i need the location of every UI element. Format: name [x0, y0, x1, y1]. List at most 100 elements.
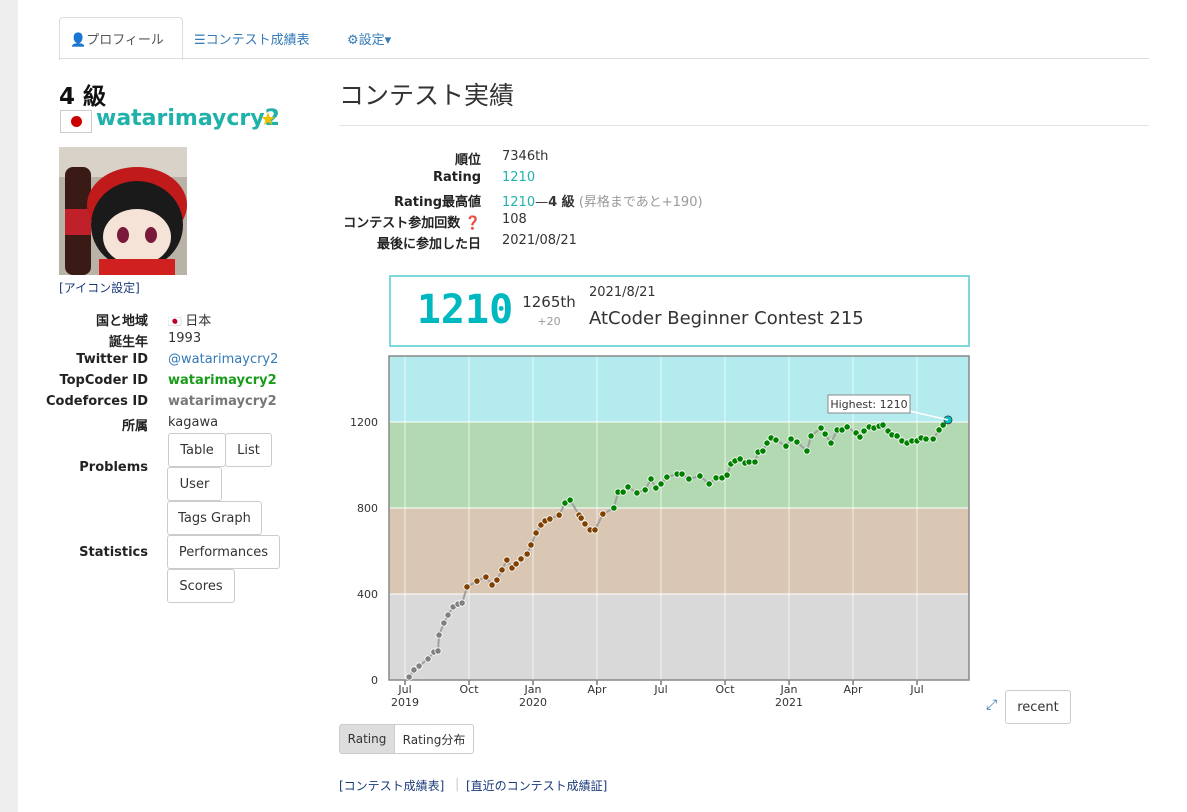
rating-point: [647, 475, 655, 483]
button[interactable]: User: [167, 467, 222, 501]
rating-point: [663, 473, 671, 481]
max-rating: 1210: [502, 195, 536, 210]
rating-point: [843, 423, 851, 431]
rating-point: [619, 488, 627, 496]
rating-point: [503, 556, 511, 564]
field-value: watarimaycry2: [168, 373, 277, 388]
rating-point: [723, 471, 731, 479]
x-tick-label: Jul: [397, 683, 411, 696]
rating-point: [685, 475, 693, 483]
rating-point: [405, 673, 413, 681]
rating-point: [435, 631, 443, 639]
button[interactable]: Table: [168, 433, 226, 467]
rating-band: [389, 594, 969, 680]
rating-point: [473, 577, 481, 585]
x-tick-year: 2019: [391, 696, 419, 709]
rating-point: [498, 566, 506, 574]
tab-label[interactable]: 設定: [358, 33, 385, 48]
stat-label: コンテスト参加回数 ❓: [343, 216, 481, 231]
rating-point: [929, 435, 937, 443]
x-tick-year: 2020: [519, 696, 547, 709]
rating-point: [736, 455, 744, 463]
rating-point: [512, 560, 520, 568]
x-tick-label: Apr: [844, 683, 864, 696]
rating-point: [493, 576, 501, 584]
rating-point: [803, 447, 811, 455]
stat-label-text: コンテスト参加回数: [343, 216, 461, 231]
button[interactable]: Tags Graph: [167, 501, 262, 535]
rating-point: [696, 472, 704, 480]
rating-point: [527, 541, 535, 549]
field-label: TopCoder ID: [59, 373, 148, 388]
rating-point: [817, 424, 825, 432]
y-tick-label: 400: [357, 588, 378, 601]
rating-point: [807, 432, 815, 440]
y-tick-label: 1200: [350, 416, 378, 429]
tab-label[interactable]: コンテスト成績表: [205, 33, 310, 48]
tab-label[interactable]: プロフィール: [86, 33, 164, 48]
card-date: 2021/8/21: [589, 285, 656, 300]
rating-point: [893, 432, 901, 440]
rating-point: [787, 435, 795, 443]
tab[interactable]: ☰コンテスト成績表: [194, 33, 310, 48]
stat-label: 最後に参加した日: [376, 237, 481, 252]
button[interactable]: Rating分布: [394, 724, 474, 754]
field-text: 1993: [168, 331, 202, 346]
field-text: kagawa: [168, 415, 219, 430]
rating-point: [922, 435, 930, 443]
rating-point: [759, 447, 767, 455]
stat-label: Rating: [432, 170, 481, 185]
rating-point: [532, 529, 540, 537]
icon-link[interactable]: [アイコン設定]: [59, 281, 140, 295]
field-text: watarimaycry2: [168, 394, 277, 409]
footer-link[interactable]: [直近のコンテスト成績証]: [466, 779, 608, 793]
stat-value: 2021/08/21: [502, 233, 577, 248]
separator: |: [455, 777, 460, 792]
x-tick-label: Jul: [653, 683, 667, 696]
tab-active[interactable]: [59, 17, 183, 60]
avatar: [59, 147, 187, 275]
rating-point: [827, 439, 835, 447]
button[interactable]: Rating: [339, 724, 395, 754]
stat-label: Rating最高値: [393, 195, 481, 210]
rating-point: [434, 647, 442, 655]
rating-point: [410, 666, 418, 674]
field-value: @watarimaycry2: [168, 352, 278, 367]
star-icon: ★: [260, 109, 277, 130]
rating-point: [555, 511, 563, 519]
tab[interactable]: ⚙設定▾: [347, 33, 392, 48]
rating-point: [657, 480, 665, 488]
rating-point: [939, 421, 947, 429]
field-text: watarimaycry2: [168, 373, 277, 388]
button[interactable]: recent: [1005, 690, 1071, 724]
card-place: 1265th: [522, 293, 576, 311]
rating-point: [517, 555, 525, 563]
button[interactable]: Performances: [167, 535, 280, 569]
rank: 4 級: [59, 84, 107, 110]
rating-point: [772, 436, 780, 444]
rating-point: [712, 474, 720, 482]
tab[interactable]: 👤プロフィール: [70, 33, 164, 48]
rating-point: [463, 583, 471, 591]
flag: [60, 110, 92, 133]
heading: コンテスト実績: [339, 81, 515, 110]
rating-point: [444, 611, 452, 619]
dash: —: [535, 195, 549, 210]
rating-point: [745, 458, 753, 466]
button[interactable]: List: [225, 433, 272, 467]
fullscreen-icon[interactable]: ⤢: [986, 697, 998, 713]
statistics-label: Statistics: [79, 545, 148, 560]
stat-value: 1210: [502, 170, 536, 185]
field-label: 所属: [121, 419, 148, 434]
side-strip: [0, 0, 18, 812]
divider: [339, 125, 1149, 126]
stat-value: 1210—4 級 (昇格まであと+190): [502, 191, 703, 210]
x-tick-label: Jan: [524, 683, 542, 696]
rating-point: [860, 427, 868, 435]
field-label: 国と地域: [95, 314, 148, 329]
y-tick-label: 0: [371, 674, 378, 687]
footer-link[interactable]: [コンテスト成績表]: [339, 779, 445, 793]
button[interactable]: Scores: [167, 569, 235, 603]
username[interactable]: watarimaycry2: [96, 106, 280, 131]
tooltip-box: [827, 394, 911, 414]
